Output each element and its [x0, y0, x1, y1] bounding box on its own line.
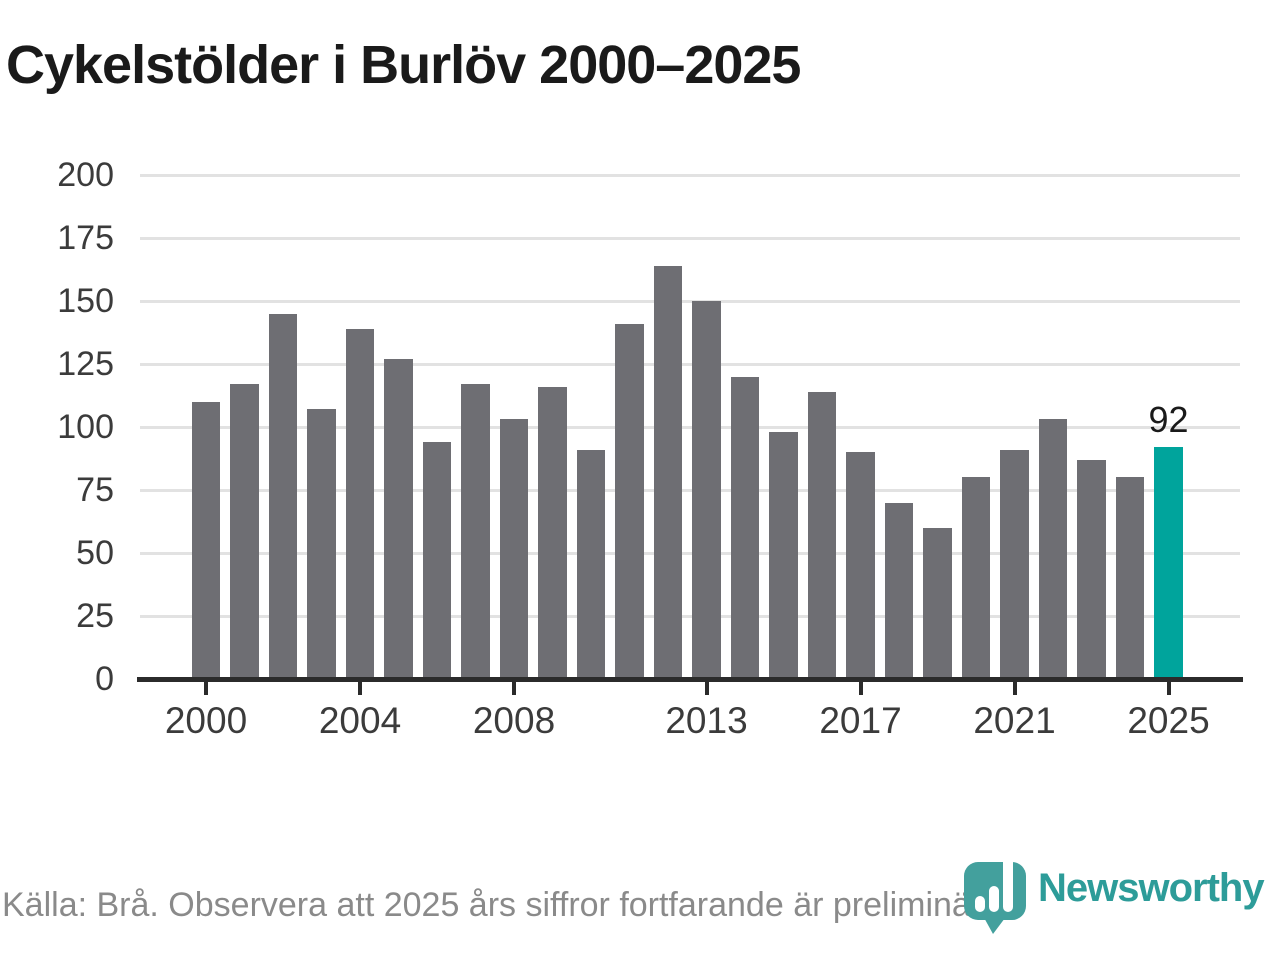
- y-axis-label-150: 150: [57, 282, 114, 320]
- bar-2005: [384, 358, 413, 679]
- bar-2011: [615, 323, 644, 679]
- bar-2008: [499, 419, 529, 679]
- gridline-125: [140, 362, 1240, 366]
- x-axis-label-2017: 2017: [819, 700, 902, 741]
- gridline-150: [140, 299, 1240, 303]
- x-axis-label-2004: 2004: [318, 700, 402, 741]
- bar-2003: [307, 409, 336, 679]
- y-axis-label-0: 0: [95, 660, 114, 698]
- bar-2004: [345, 328, 375, 679]
- bar-2019: [923, 527, 952, 679]
- bar-2014: [730, 376, 760, 679]
- bar-2016: [807, 391, 837, 679]
- gridline-175: [140, 236, 1240, 240]
- x-axis-label-2008: 2008: [472, 700, 556, 741]
- bar-2018: [884, 502, 914, 679]
- x-axis-label-2025: 2025: [1127, 700, 1210, 741]
- x-axis: [137, 677, 1243, 682]
- bar-2001: [230, 384, 259, 679]
- gridline-50: [140, 551, 1240, 555]
- y-axis-label-175: 175: [57, 219, 114, 257]
- y-axis-label-50: 50: [76, 534, 114, 572]
- x-tick-2008: [512, 681, 516, 695]
- bar-2022: [1038, 419, 1068, 679]
- bar-2009: [538, 386, 567, 679]
- newsworthy-pin-icon: [964, 856, 1026, 934]
- bar-2002: [268, 313, 298, 679]
- gridline-200: [140, 173, 1240, 177]
- gridline-25: [140, 614, 1240, 618]
- source-note: Källa: Brå. Observera att 2025 års siffr…: [2, 886, 1011, 924]
- y-axis-label-25: 25: [76, 597, 114, 635]
- page-title: Cykelstölder i Burlöv 2000–2025: [6, 35, 801, 95]
- y-axis-label-75: 75: [76, 471, 114, 509]
- y-axis-label-100: 100: [57, 408, 114, 446]
- x-axis-label-2000: 2000: [164, 700, 248, 741]
- gridline-100: [140, 425, 1240, 429]
- x-tick-2025: [1166, 681, 1171, 695]
- bar-2000: [191, 401, 221, 679]
- bar-2015: [769, 432, 798, 679]
- bar-2021: [1000, 449, 1029, 679]
- x-tick-2000: [204, 681, 208, 695]
- bar-2007: [461, 384, 490, 679]
- x-axis-label-2013: 2013: [665, 700, 748, 741]
- y-axis-label-200: 200: [57, 156, 114, 194]
- bar-2017: [846, 452, 875, 679]
- bar-2006: [422, 442, 452, 679]
- bar-2020: [961, 477, 991, 679]
- x-tick-2017: [858, 681, 863, 695]
- x-axis-label-2021: 2021: [973, 700, 1056, 741]
- x-tick-2021: [1012, 681, 1017, 695]
- bar-value-label: 92: [1148, 399, 1189, 441]
- x-tick-2013: [704, 681, 709, 695]
- gridline-75: [140, 488, 1240, 492]
- x-tick-2004: [358, 681, 362, 695]
- bar-2010: [576, 449, 606, 679]
- bar-2023: [1077, 459, 1106, 679]
- bar-2024: [1115, 477, 1145, 679]
- bar-2012: [653, 265, 683, 679]
- y-axis-label-125: 125: [57, 345, 114, 383]
- bar-2025: [1154, 447, 1183, 679]
- newsworthy-wordmark: Newsworthy: [1038, 866, 1265, 910]
- bar-2013: [692, 301, 721, 679]
